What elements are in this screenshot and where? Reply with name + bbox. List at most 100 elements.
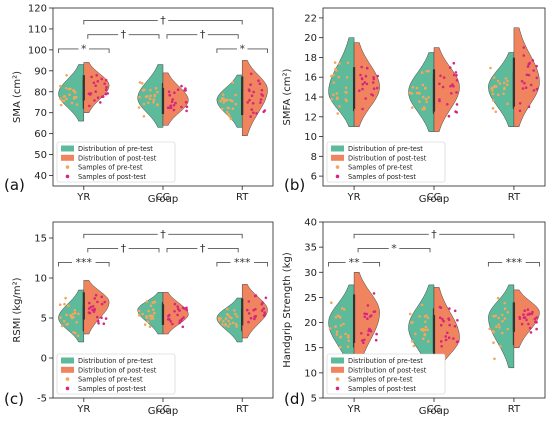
sample-post-RT bbox=[246, 101, 249, 104]
sample-post-RT bbox=[526, 308, 530, 311]
sample-pre-YR bbox=[76, 334, 80, 338]
sample-post-YR bbox=[366, 317, 369, 321]
significance-label: *** bbox=[76, 256, 93, 269]
sample-pre-RT bbox=[224, 99, 228, 102]
sample-post-RT bbox=[261, 301, 264, 305]
sample-pre-YR bbox=[69, 87, 72, 91]
sample-post-YR bbox=[367, 329, 370, 333]
violin-post-CG bbox=[433, 47, 460, 132]
sample-pre-RT bbox=[222, 101, 225, 104]
panel-label: (d) bbox=[284, 390, 305, 408]
sample-post-RT bbox=[263, 314, 266, 318]
sample-post-RT bbox=[522, 46, 526, 49]
y-tick-label: 70 bbox=[34, 108, 47, 119]
sample-post-YR bbox=[87, 311, 91, 314]
sample-pre-YR bbox=[62, 320, 66, 323]
sample-post-RT bbox=[529, 331, 533, 334]
sample-post-YR bbox=[104, 88, 108, 91]
significance-label: † bbox=[431, 228, 437, 241]
violin-post-YR bbox=[83, 62, 110, 113]
sample-post-YR bbox=[375, 86, 379, 90]
sample-post-RT bbox=[533, 317, 537, 321]
x-tick-label: RT bbox=[508, 404, 521, 415]
sample-post-RT bbox=[250, 108, 254, 111]
sample-post-RT bbox=[255, 112, 258, 115]
sample-post-CG bbox=[442, 76, 446, 79]
y-tick-label: 40 bbox=[304, 218, 317, 229]
legend-label: Distribution of post-test bbox=[78, 154, 157, 162]
sample-post-CG bbox=[448, 307, 451, 310]
violin-post-RT bbox=[241, 284, 268, 339]
sample-post-YR bbox=[102, 322, 106, 326]
sample-post-RT bbox=[258, 82, 262, 85]
sample-pre-YR bbox=[339, 324, 343, 327]
sample-pre-RT bbox=[226, 307, 229, 311]
sample-post-RT bbox=[523, 316, 527, 319]
sample-post-CG bbox=[455, 79, 459, 82]
sample-pre-YR bbox=[334, 325, 337, 328]
sample-post-CG bbox=[167, 90, 171, 93]
y-tick-label: 14 bbox=[304, 93, 317, 104]
sample-post-YR bbox=[88, 93, 92, 96]
legend-marker bbox=[65, 377, 70, 381]
sample-pre-RT bbox=[506, 102, 509, 106]
sample-pre-CG bbox=[425, 100, 429, 104]
x-axis-label: Group bbox=[148, 406, 178, 417]
legend-swatch bbox=[61, 366, 74, 373]
sample-post-RT bbox=[535, 321, 538, 324]
sample-pre-YR bbox=[63, 95, 67, 98]
sample-post-YR bbox=[366, 66, 369, 70]
sample-pre-YR bbox=[75, 321, 78, 324]
sample-post-YR bbox=[96, 96, 100, 99]
sample-pre-RT bbox=[497, 93, 500, 97]
sample-post-CG bbox=[173, 91, 176, 94]
sample-post-YR bbox=[92, 310, 96, 313]
legend-label: Distribution of pre-test bbox=[78, 357, 153, 365]
y-tick-label: 12 bbox=[304, 112, 317, 123]
sample-pre-YR bbox=[345, 76, 349, 79]
sample-post-RT bbox=[527, 63, 531, 66]
sample-pre-RT bbox=[492, 341, 495, 345]
sample-pre-CG bbox=[154, 86, 158, 90]
bracket-label-bg bbox=[236, 42, 248, 53]
panel-label: (c) bbox=[4, 390, 24, 408]
sample-pre-RT bbox=[227, 319, 230, 323]
sample-pre-YR bbox=[330, 97, 334, 101]
y-tick-label: 30 bbox=[304, 268, 317, 279]
sample-post-CG bbox=[173, 310, 176, 313]
sample-post-YR bbox=[103, 300, 106, 304]
y-tick-label: 0 bbox=[41, 354, 47, 365]
sample-post-CG bbox=[450, 92, 453, 95]
sample-post-YR bbox=[364, 74, 368, 78]
legend-marker bbox=[65, 165, 70, 169]
sample-pre-YR bbox=[328, 327, 332, 330]
sample-post-CG bbox=[183, 307, 186, 310]
significance-label: † bbox=[200, 28, 206, 41]
sample-pre-RT bbox=[492, 314, 495, 318]
sample-post-YR bbox=[91, 305, 95, 308]
sample-post-YR bbox=[92, 81, 96, 85]
sample-post-RT bbox=[252, 111, 255, 115]
sample-post-CG bbox=[453, 325, 457, 328]
legend-marker bbox=[335, 174, 340, 179]
bracket-label-bg bbox=[118, 242, 129, 253]
y-axis-label: SMA (cm²) bbox=[12, 71, 23, 123]
sample-pre-CG bbox=[426, 316, 430, 320]
sample-post-RT bbox=[532, 89, 536, 92]
sample-post-CG bbox=[438, 316, 442, 320]
sample-pre-RT bbox=[502, 81, 506, 85]
bracket-label-bg bbox=[502, 256, 526, 267]
sample-post-YR bbox=[365, 82, 369, 86]
sample-post-YR bbox=[369, 314, 373, 317]
panel-label: (b) bbox=[284, 176, 305, 194]
y-tick-label: 20 bbox=[304, 318, 317, 329]
y-tick-label: 110 bbox=[28, 24, 47, 35]
sample-pre-CG bbox=[137, 314, 141, 317]
sample-pre-YR bbox=[71, 312, 75, 316]
panel-c: -5 0 5 10 15 YR CG RT Group RSMI (kg/m²) (c) *** ***… bbox=[4, 221, 274, 417]
sample-post-YR bbox=[89, 305, 93, 309]
sample-pre-YR bbox=[335, 97, 339, 101]
sample-pre-YR bbox=[344, 86, 348, 90]
significance-bracket: † bbox=[87, 28, 160, 41]
